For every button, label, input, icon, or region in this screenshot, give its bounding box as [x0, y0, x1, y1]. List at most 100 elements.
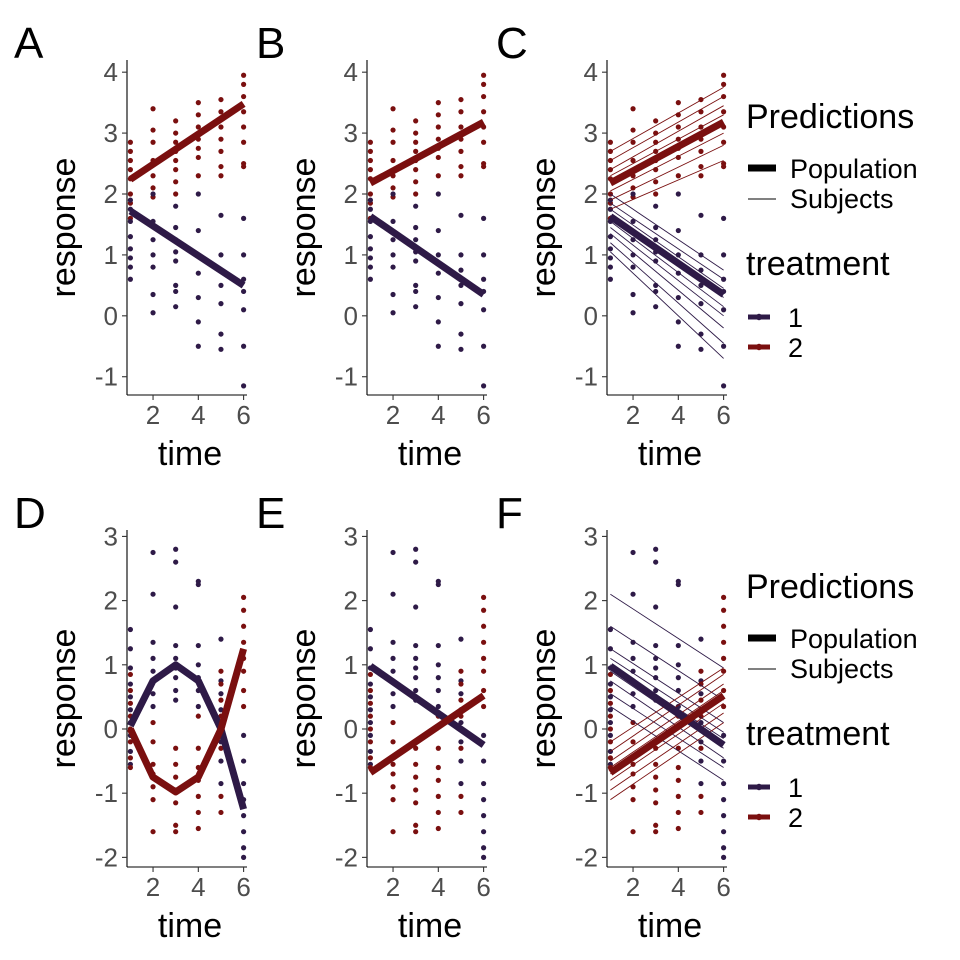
- data-point: [698, 719, 704, 726]
- subject-line: [610, 227, 724, 317]
- data-point: [390, 703, 396, 710]
- data-point: [698, 809, 704, 816]
- data-point: [218, 758, 224, 764]
- legend-key-dot-2: [755, 813, 763, 821]
- data-point: [653, 774, 659, 780]
- data-point: [435, 703, 441, 710]
- data-point: [367, 687, 373, 694]
- data-point: [367, 646, 373, 652]
- data-point: [390, 784, 396, 790]
- y-tick-label: 1: [344, 240, 358, 270]
- data-point: [458, 252, 464, 258]
- data-point: [241, 732, 247, 739]
- data-point: [218, 697, 224, 703]
- data-point: [435, 687, 441, 694]
- data-point: [481, 93, 487, 100]
- data-point: [721, 623, 727, 629]
- data-point: [173, 800, 179, 806]
- y-tick-label: 2: [584, 586, 598, 616]
- data-point: [241, 93, 247, 100]
- data-point: [173, 191, 179, 197]
- data-point: [390, 185, 396, 191]
- y-tick-label: 1: [584, 240, 598, 270]
- data-point: [675, 793, 681, 799]
- subject-line: [610, 160, 724, 210]
- data-point: [173, 655, 179, 661]
- data-point: [150, 252, 156, 258]
- data-point: [413, 179, 419, 185]
- data-point: [367, 755, 373, 761]
- data-point: [435, 191, 441, 197]
- data-point: [218, 691, 224, 697]
- data-point: [173, 675, 179, 681]
- population-line: [368, 663, 486, 748]
- data-point: [607, 755, 613, 761]
- subject-line: [610, 233, 724, 329]
- legend-predictions-title: Predictions: [746, 98, 914, 136]
- panel-letter: A: [14, 19, 44, 68]
- data-point: [367, 234, 373, 240]
- data-point: [653, 118, 659, 124]
- subject-line: [610, 132, 724, 192]
- data-point: [195, 294, 201, 301]
- data-point: [390, 191, 396, 197]
- data-point: [721, 139, 727, 145]
- data-point: [675, 809, 681, 816]
- data-point: [698, 636, 704, 642]
- data-point: [218, 793, 224, 799]
- data-point: [630, 237, 636, 243]
- data-point: [630, 127, 636, 133]
- x-tick-label: 6: [476, 400, 490, 430]
- data-point: [653, 224, 659, 231]
- data-point: [413, 237, 419, 243]
- subject-line: [610, 702, 724, 781]
- data-point: [390, 237, 396, 243]
- data-point: [721, 252, 727, 258]
- data-point: [435, 252, 441, 258]
- data-point: [173, 157, 179, 164]
- data-point: [173, 167, 179, 173]
- y-axis-title: response: [45, 629, 83, 769]
- population-line: [127, 647, 247, 796]
- data-point: [435, 136, 441, 142]
- data-point: [150, 191, 156, 197]
- x-tick-label: 4: [191, 872, 205, 902]
- y-tick-label: 3: [344, 521, 358, 551]
- data-point: [721, 594, 727, 601]
- panel-letter: C: [496, 19, 528, 68]
- data-point: [195, 154, 201, 161]
- data-point: [630, 829, 636, 835]
- data-point: [127, 139, 133, 145]
- data-point: [413, 787, 419, 793]
- data-point: [481, 594, 487, 601]
- data-point: [150, 264, 156, 270]
- data-point: [698, 681, 704, 687]
- data-point: [481, 383, 487, 389]
- data-point: [435, 343, 441, 349]
- x-tick-label: 4: [671, 872, 685, 902]
- y-tick-label: 0: [344, 714, 358, 744]
- data-point: [390, 719, 396, 726]
- data-point: [367, 681, 373, 687]
- data-point: [653, 304, 659, 310]
- data-point: [435, 581, 441, 588]
- data-point: [458, 96, 464, 103]
- data-point: [458, 780, 464, 787]
- data-point: [413, 258, 419, 264]
- data-point: [218, 124, 224, 130]
- data-point: [698, 758, 704, 764]
- data-point: [241, 758, 247, 764]
- data-point: [241, 72, 247, 78]
- data-point: [150, 139, 156, 145]
- data-point: [481, 780, 487, 787]
- data-point: [150, 784, 156, 790]
- data-point: [481, 607, 487, 613]
- y-tick-label: 1: [104, 650, 118, 680]
- data-point: [630, 655, 636, 661]
- data-point: [173, 745, 179, 751]
- data-point: [413, 148, 419, 154]
- data-point: [390, 264, 396, 270]
- subject-line: [610, 202, 724, 280]
- y-axis-title: response: [525, 629, 563, 769]
- data-point: [458, 668, 464, 674]
